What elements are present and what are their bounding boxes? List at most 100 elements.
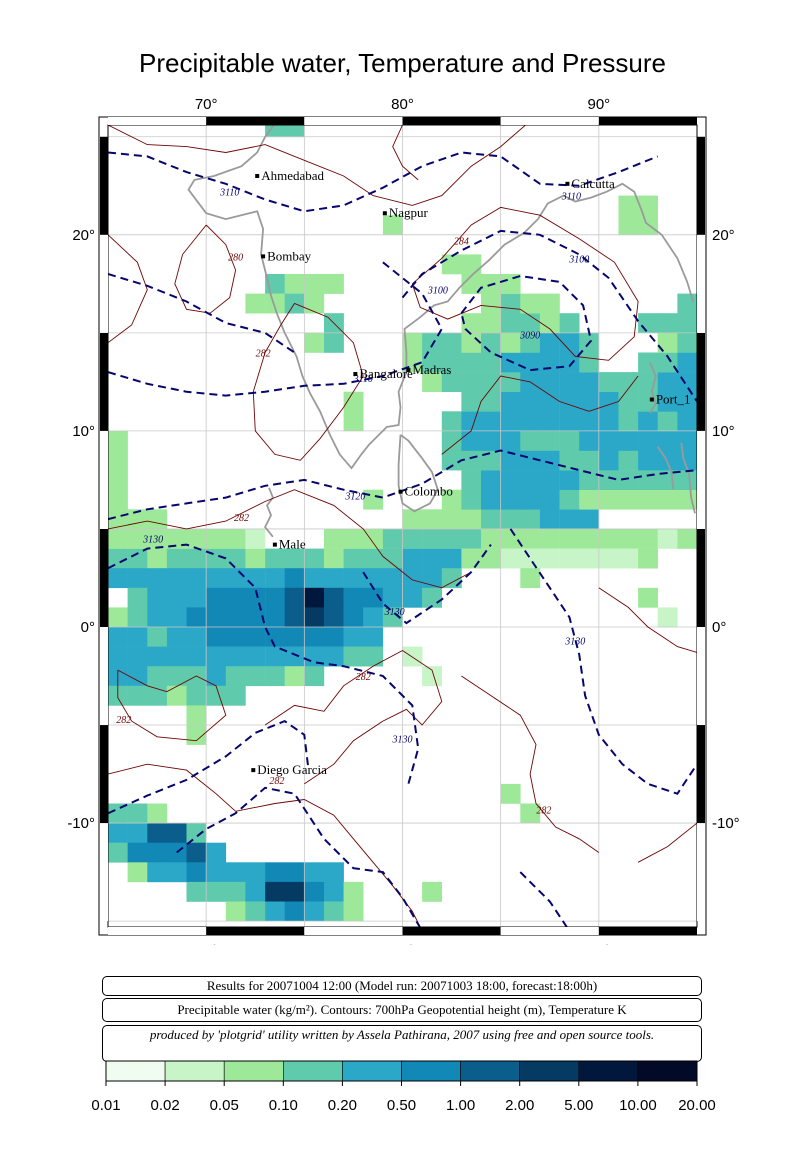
precip-cell [304, 607, 325, 628]
precip-cell [677, 313, 697, 334]
precip-cell [559, 391, 580, 412]
precip-cell [304, 332, 325, 353]
city-dot [406, 368, 411, 373]
precip-cell [559, 450, 580, 471]
precip-cell [520, 332, 541, 353]
temperature-contour-label: 284 [454, 237, 469, 248]
precip-cell [127, 627, 148, 647]
frame-segment [108, 927, 207, 935]
precip-cell [363, 587, 384, 608]
lat-tick-label-left: 0° [81, 619, 95, 636]
precip-cell [127, 685, 148, 706]
precip-cell [579, 489, 600, 510]
coastline [187, 125, 694, 470]
colorbar-label: 2.00 [505, 1097, 534, 1114]
precip-cell [520, 803, 541, 824]
precip-cell [225, 548, 246, 569]
precip-cell [520, 430, 541, 451]
height-contour-label: 3100 [568, 254, 589, 265]
precip-cell [147, 823, 168, 843]
precip-cell [481, 313, 501, 334]
precip-cell [579, 372, 600, 392]
precip-cell [324, 901, 344, 922]
colorbar-swatch [223, 1060, 284, 1082]
precip-cell [481, 332, 501, 353]
city-dot [565, 181, 570, 186]
precip-cell [324, 332, 344, 353]
temperature-contour [252, 302, 364, 461]
colorbar-label: 20.00 [678, 1097, 716, 1114]
city-label: Port_1 [656, 392, 691, 407]
precip-cell [343, 646, 364, 667]
precip-cell [147, 685, 168, 706]
precip-cell [206, 528, 227, 549]
precip-cell [225, 646, 246, 667]
precip-cell [500, 411, 521, 432]
precip-cell [559, 352, 580, 373]
precip-cell [638, 548, 658, 569]
precip-cell [343, 901, 364, 922]
colorbar-label: 0.20 [328, 1097, 357, 1114]
city-label: Bangalore [359, 366, 413, 381]
city-dot [353, 372, 358, 377]
precip-cell [166, 646, 187, 667]
precip-cell [520, 470, 541, 490]
precip-cell [520, 509, 541, 530]
precip-cell [284, 646, 305, 667]
precip-cell [481, 411, 501, 432]
precip-cell [579, 450, 600, 471]
precip-cell [579, 352, 600, 373]
colorbar-label: 1.00 [446, 1097, 475, 1114]
precip-cell [579, 509, 600, 530]
precip-cell [245, 862, 266, 883]
precip-cell [638, 313, 658, 334]
height-contour [362, 544, 492, 625]
temperature-contour [264, 649, 443, 785]
precip-cell [127, 823, 148, 843]
temperature-contour-label: 282 [269, 776, 284, 787]
frame-segment [100, 626, 108, 726]
precip-cell [677, 372, 697, 392]
precip-cell [127, 842, 148, 863]
precip-cell [108, 509, 128, 530]
precip-cell [363, 607, 384, 628]
lon-tick-label-bottom: 90° [587, 942, 610, 945]
precip-cell [225, 528, 246, 549]
precip-cell [657, 450, 678, 471]
precip-cell [147, 587, 168, 608]
map-title: Precipitable water, Temperature and Pres… [138, 48, 667, 78]
precip-cell [500, 293, 521, 314]
precip-cell [539, 411, 560, 432]
precip-cell [539, 332, 560, 353]
precip-cell [500, 274, 521, 294]
height-contour [108, 543, 420, 785]
precip-cell [638, 411, 658, 432]
precip-cell [422, 666, 442, 687]
temperature-contour [598, 587, 697, 653]
precip-cell [166, 568, 187, 589]
precip-cell [461, 509, 482, 530]
precip-cell [402, 332, 423, 353]
precip-cell [500, 489, 521, 510]
precip-cell [363, 627, 384, 647]
precip-cell [324, 627, 344, 647]
precip-cell [481, 430, 501, 451]
precip-cell [304, 548, 325, 569]
precip-cell [147, 627, 168, 647]
precip-cell [265, 666, 285, 687]
precip-cell [461, 313, 482, 334]
precip-cell [677, 352, 697, 373]
precip-cell [186, 685, 207, 706]
precip-cell [579, 528, 600, 549]
precip-cell [539, 372, 560, 392]
frame-segment [697, 725, 705, 824]
temperature-contour [461, 675, 600, 853]
frame-segment [304, 927, 403, 935]
precip-cell [245, 528, 266, 549]
precip-cell [343, 607, 364, 628]
precip-cell [245, 548, 266, 569]
precip-cell [265, 881, 285, 902]
precip-cell [206, 607, 227, 628]
precip-cell [461, 411, 482, 432]
precip-cell [598, 391, 619, 412]
